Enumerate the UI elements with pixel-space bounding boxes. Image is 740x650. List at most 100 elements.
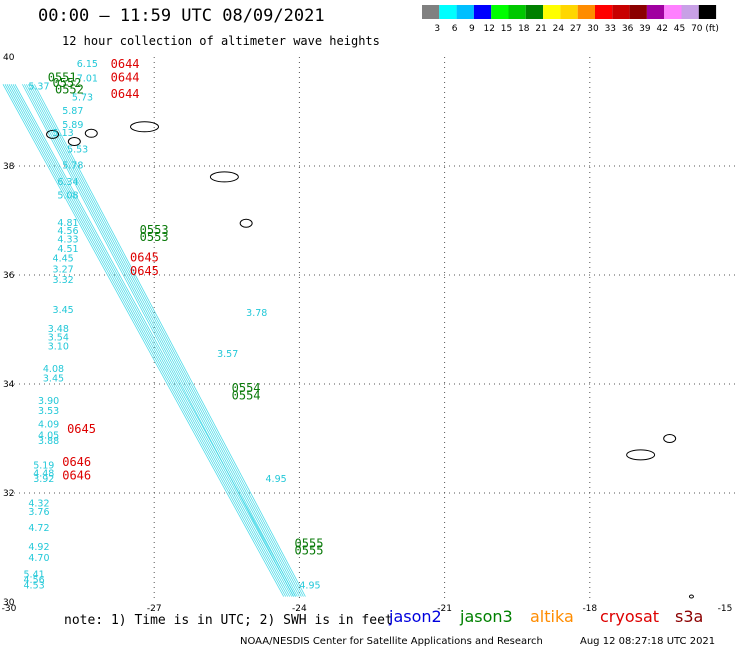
swh-label: 4.08 bbox=[43, 364, 64, 375]
swh-label: 3.90 bbox=[38, 396, 59, 407]
colorbar-swatch bbox=[698, 5, 717, 19]
colorbar-label: 3 bbox=[434, 24, 440, 33]
swh-label: 3.27 bbox=[53, 264, 74, 275]
swh-label: 4.32 bbox=[28, 499, 49, 510]
time-label: 0555 bbox=[295, 537, 324, 551]
colorbar-swatch bbox=[508, 5, 526, 19]
time-label: 0644 bbox=[111, 71, 140, 85]
satellite-track bbox=[10, 84, 293, 597]
time-label: 0552 bbox=[55, 83, 84, 97]
chart-title: 00:00 – 11:59 UTC 08/09/2021 bbox=[38, 6, 325, 26]
colorbar-label: 42 bbox=[656, 24, 667, 33]
swh-label: 3.45 bbox=[53, 305, 74, 316]
swh-label: 4.05 bbox=[38, 431, 59, 442]
satellite-track bbox=[26, 84, 298, 597]
satellite-track bbox=[30, 84, 302, 597]
swh-label: 5.41 bbox=[24, 569, 45, 580]
swh-label: 4.95 bbox=[299, 580, 320, 591]
units-note: note: 1) Time is in UTC; 2) SWH is in fe… bbox=[64, 613, 393, 628]
island-outline bbox=[663, 434, 677, 443]
swh-label: 4.56 bbox=[57, 226, 78, 237]
swh-label: 4.70 bbox=[28, 553, 49, 564]
satellite-track bbox=[24, 84, 296, 597]
colorbar-label: 21 bbox=[535, 24, 546, 33]
swh-label: 4.45 bbox=[53, 253, 74, 264]
colorbar-unit: (ft) bbox=[705, 24, 719, 33]
y-tick-label: 38 bbox=[3, 162, 15, 172]
colorbar-swatch bbox=[629, 5, 647, 19]
island-outline bbox=[130, 121, 160, 133]
colorbar-swatch bbox=[612, 5, 630, 19]
swh-label: 5.78 bbox=[62, 161, 83, 172]
time-label: 0553 bbox=[140, 223, 169, 237]
swh-label: 4.33 bbox=[57, 234, 78, 245]
colorbar-label: 12 bbox=[483, 24, 494, 33]
colorbar-label: 39 bbox=[639, 24, 651, 33]
swh-label: 3.57 bbox=[217, 349, 238, 360]
satellite-track bbox=[28, 84, 300, 597]
swh-label: 5.53 bbox=[67, 144, 88, 155]
colorbar-swatch bbox=[491, 5, 509, 19]
colorbar-label: 24 bbox=[553, 24, 565, 33]
satellite-track bbox=[2, 84, 285, 597]
satellite-track bbox=[12, 84, 295, 597]
x-tick-label: -15 bbox=[718, 604, 733, 614]
colorbar-swatch bbox=[681, 5, 699, 19]
island-outline bbox=[209, 171, 239, 183]
legend-s3a: s3a bbox=[675, 607, 704, 626]
legend-altika: altika bbox=[530, 607, 574, 626]
colorbar-label: 27 bbox=[570, 24, 581, 33]
x-tick-label: -18 bbox=[582, 604, 597, 614]
satellite-track bbox=[32, 84, 304, 597]
swh-label: 5.89 bbox=[62, 120, 83, 131]
time-label: 0554 bbox=[232, 388, 261, 402]
x-tick-label: -27 bbox=[147, 604, 162, 614]
island-outline bbox=[626, 449, 656, 461]
swh-label: 4.51 bbox=[57, 244, 78, 255]
swh-label: 4.95 bbox=[266, 474, 287, 485]
time-label: 0552 bbox=[53, 76, 82, 90]
satellite-track bbox=[14, 84, 297, 597]
island-outline bbox=[688, 594, 694, 599]
time-label: 0553 bbox=[140, 230, 169, 244]
y-tick-label: 34 bbox=[3, 380, 15, 390]
swh-label: 4.81 bbox=[57, 218, 78, 229]
swh-label: 3.92 bbox=[33, 474, 54, 485]
swh-label: 3.76 bbox=[28, 507, 49, 518]
colorbar-swatch bbox=[456, 5, 474, 19]
swh-label: 5.87 bbox=[62, 106, 83, 117]
colorbar-label: 6 bbox=[452, 24, 458, 33]
colorbar-swatch bbox=[422, 5, 440, 19]
colorbar-swatch bbox=[543, 5, 561, 19]
swh-label: 3.45 bbox=[43, 373, 64, 384]
legend-cryosat: cryosat bbox=[600, 607, 660, 626]
y-tick-label: 36 bbox=[3, 271, 15, 281]
swh-label: 6.15 bbox=[77, 59, 98, 70]
x-tick-label: -24 bbox=[292, 604, 307, 614]
swh-label: 5.73 bbox=[72, 93, 93, 104]
swh-label: 4.92 bbox=[28, 542, 49, 553]
swh-label: 3.88 bbox=[38, 436, 59, 447]
swh-label: 3.48 bbox=[48, 324, 69, 335]
swh-label: 5.13 bbox=[53, 128, 74, 139]
satellite-track bbox=[6, 84, 289, 597]
colorbar-label: 70 bbox=[691, 24, 703, 33]
time-label: 0646 bbox=[62, 455, 91, 469]
colorbar-swatch bbox=[525, 5, 544, 19]
time-label: 0555 bbox=[295, 544, 324, 558]
colorbar-swatch bbox=[595, 5, 613, 19]
satellite-track bbox=[34, 84, 306, 597]
swh-label: 4.56 bbox=[24, 575, 45, 586]
swh-label: 7.01 bbox=[77, 74, 98, 85]
time-label: 0644 bbox=[111, 87, 140, 101]
colorbar-label: 15 bbox=[501, 24, 512, 33]
x-tick-label: -30 bbox=[2, 604, 17, 614]
legend-jason2: jason2 bbox=[389, 607, 442, 626]
swh-label: 3.32 bbox=[53, 275, 74, 286]
x-tick-label: -21 bbox=[437, 604, 452, 614]
colorbar-label: 30 bbox=[587, 24, 599, 33]
swh-label: 4.53 bbox=[24, 580, 45, 591]
chart-subtitle: 12 hour collection of altimeter wave hei… bbox=[62, 34, 380, 48]
time-label: 0645 bbox=[67, 422, 96, 436]
